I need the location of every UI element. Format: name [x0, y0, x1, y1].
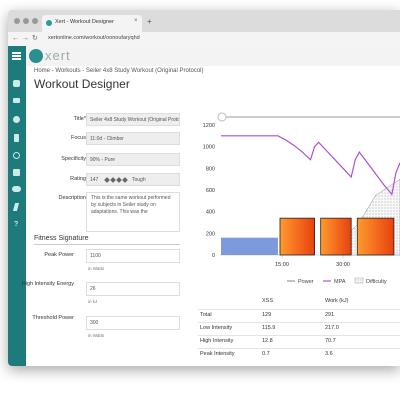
y-tick-label: 1000 [203, 145, 215, 151]
power-block [356, 217, 395, 256]
menu-icon[interactable] [12, 52, 21, 54]
field-label: Title* [73, 116, 86, 122]
legend-label: Difficulty [366, 279, 387, 285]
tab-title: Xert - Workout Designer [55, 19, 114, 25]
browser-window: Xert - Workout Designer × + ←→↻ xertonli… [8, 10, 400, 366]
logo: xert [45, 48, 71, 63]
nav-icon[interactable] [13, 152, 20, 159]
y-tick-label: 1200 [203, 123, 215, 129]
input[interactable]: 11:0d - Climber [86, 132, 180, 145]
nav-icon[interactable] [14, 134, 19, 142]
mpa-line [221, 135, 400, 196]
rating-value: 147 [90, 177, 99, 183]
y-tick-label: 800 [206, 166, 215, 172]
input[interactable]: 300 [86, 316, 180, 330]
input[interactable] [86, 173, 180, 186]
slider-handle[interactable] [217, 112, 227, 122]
cell: 12.8 [262, 338, 273, 344]
y-tick-label: 600 [206, 188, 215, 194]
power-block [279, 217, 315, 256]
title-bar: Xert - Workout Designer × + [8, 10, 400, 32]
top-bar: xert [26, 46, 400, 66]
window-button[interactable] [23, 18, 29, 24]
field-label: Rating [70, 176, 86, 182]
x-tick-label: 15:00 [275, 262, 289, 268]
row-label: High Intensity [200, 338, 234, 344]
table-rule [198, 348, 400, 349]
table-header: XSS [262, 298, 274, 304]
field-label: Threshold Power [32, 315, 74, 321]
table-header: Work (kJ) [325, 298, 349, 304]
x-tick-label: 30:00 [336, 262, 350, 268]
breadcrumb[interactable]: Home - Workouts - Seiler 4x8 Study Worko… [34, 68, 204, 74]
window-button[interactable] [14, 18, 20, 24]
textarea[interactable]: This is the same workout performed by su… [86, 192, 180, 232]
section-rule [34, 244, 180, 245]
tab-close[interactable]: × [134, 18, 138, 24]
nav-icon[interactable] [12, 186, 21, 192]
cell: 129 [262, 312, 272, 318]
input[interactable]: 1100 [86, 249, 180, 263]
cell: 3.6 [325, 351, 333, 357]
window-button[interactable] [32, 18, 38, 24]
sidebar: ? [8, 46, 26, 366]
unit: in kJ [88, 299, 98, 304]
cell: 291 [325, 312, 335, 318]
legend-swatch [354, 277, 364, 284]
field-label: Focus [71, 135, 86, 141]
row-label: Total [200, 312, 212, 318]
unit: in Watts [88, 266, 105, 271]
table-rule [198, 309, 400, 310]
nav-icon[interactable] [13, 80, 20, 87]
field-label: Specificity [61, 156, 86, 162]
url[interactable]: xertonline.com/workout/oonoufaryqhd [48, 35, 140, 41]
tab-icon [46, 20, 52, 26]
legend-label: MPA [334, 279, 346, 285]
cell: 217.0 [325, 325, 339, 331]
power-block [221, 237, 278, 255]
cell: 70.7 [325, 338, 336, 344]
unit: in Watts [88, 333, 105, 338]
field-label: Peak Power [44, 252, 74, 258]
table-rule [198, 335, 400, 336]
nav-icon[interactable] [13, 116, 20, 123]
field-label: Description [58, 195, 86, 201]
input[interactable]: Seiler 4x8 Study Workout (Original Proto… [86, 113, 180, 126]
y-tick-label: 200 [206, 231, 215, 237]
row-label: Low Intensity [200, 325, 233, 331]
help-icon[interactable]: ? [14, 221, 19, 228]
page-title: Workout Designer [34, 77, 130, 91]
row-label: Peak Intensity [200, 351, 235, 357]
nav-icon[interactable] [13, 98, 20, 103]
y-tick-label: 0 [212, 253, 215, 259]
power-block [320, 217, 352, 256]
y-tick-label: 400 [206, 210, 215, 216]
new-tab[interactable]: + [147, 17, 152, 26]
cell: 115.9 [262, 325, 276, 331]
nav-icon[interactable] [13, 169, 20, 176]
tab[interactable]: Xert - Workout Designer × [42, 15, 142, 32]
section-title: Fitness Signature [34, 235, 89, 242]
cell: 0.7 [262, 351, 270, 357]
table-rule [198, 322, 400, 323]
input[interactable]: 26 [86, 282, 180, 296]
logo-mark [29, 49, 43, 63]
rating-text: Tough [132, 177, 146, 183]
input[interactable]: 90% - Pure [86, 153, 180, 166]
field-label: High Intensity Energy [21, 281, 74, 287]
legend-label: Power [298, 279, 314, 285]
nav-buttons[interactable]: ←→↻ [12, 35, 41, 42]
